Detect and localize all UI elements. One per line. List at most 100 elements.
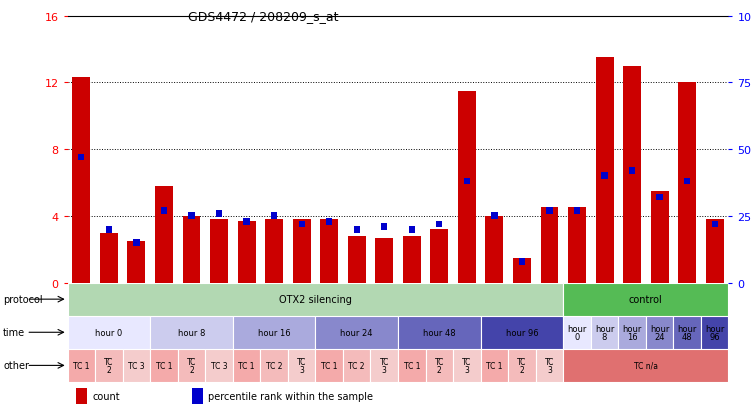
Bar bbox=[370, 349, 398, 382]
Bar bbox=[315, 349, 343, 382]
Bar bbox=[68, 349, 95, 382]
Bar bbox=[541, 208, 559, 283]
Bar bbox=[398, 349, 426, 382]
Bar bbox=[491, 213, 498, 220]
Bar bbox=[315, 316, 398, 349]
Bar bbox=[150, 316, 233, 349]
Bar bbox=[376, 238, 394, 283]
Bar bbox=[326, 218, 333, 225]
Text: hour
16: hour 16 bbox=[623, 324, 642, 341]
Text: protocol: protocol bbox=[3, 294, 43, 304]
Bar bbox=[596, 58, 614, 283]
Bar bbox=[436, 221, 442, 228]
Bar bbox=[618, 316, 646, 349]
Text: other: other bbox=[3, 361, 29, 370]
Text: TC 1: TC 1 bbox=[155, 361, 172, 370]
Bar bbox=[650, 191, 668, 283]
Text: TC n/a: TC n/a bbox=[634, 361, 658, 370]
Bar bbox=[288, 349, 315, 382]
Bar bbox=[629, 168, 635, 174]
Bar bbox=[623, 66, 641, 283]
Text: TC
2: TC 2 bbox=[435, 357, 444, 374]
Bar bbox=[100, 233, 118, 283]
Text: hour
0: hour 0 bbox=[567, 324, 587, 341]
Bar bbox=[481, 316, 563, 349]
Bar bbox=[348, 236, 366, 283]
Text: hour
8: hour 8 bbox=[595, 324, 614, 341]
Bar bbox=[189, 213, 195, 220]
Bar bbox=[72, 78, 90, 283]
Text: OTX2 silencing: OTX2 silencing bbox=[279, 294, 352, 304]
Text: TC
3: TC 3 bbox=[297, 357, 306, 374]
Bar bbox=[574, 208, 581, 214]
Text: TC
2: TC 2 bbox=[187, 357, 196, 374]
Text: TC 1: TC 1 bbox=[403, 361, 420, 370]
Bar bbox=[205, 349, 233, 382]
Bar bbox=[68, 316, 150, 349]
Bar bbox=[155, 186, 173, 283]
Text: hour 48: hour 48 bbox=[423, 328, 456, 337]
Bar bbox=[701, 316, 728, 349]
Bar bbox=[78, 154, 85, 161]
Bar bbox=[403, 236, 421, 283]
Bar bbox=[243, 218, 250, 225]
Text: TC
3: TC 3 bbox=[544, 357, 554, 374]
Bar bbox=[508, 349, 535, 382]
Text: hour 24: hour 24 bbox=[340, 328, 373, 337]
Bar bbox=[656, 195, 663, 201]
Text: hour 8: hour 8 bbox=[178, 328, 205, 337]
Bar bbox=[210, 220, 228, 283]
Bar bbox=[381, 223, 388, 230]
Text: hour
24: hour 24 bbox=[650, 324, 669, 341]
Bar bbox=[706, 220, 724, 283]
Bar bbox=[546, 208, 553, 214]
Bar bbox=[106, 226, 112, 233]
Bar bbox=[237, 221, 255, 283]
Bar bbox=[535, 349, 563, 382]
Text: TC 3: TC 3 bbox=[128, 361, 145, 370]
Bar bbox=[216, 210, 222, 217]
Bar bbox=[293, 220, 311, 283]
Bar bbox=[398, 316, 481, 349]
Bar bbox=[354, 226, 360, 233]
Text: control: control bbox=[629, 294, 662, 304]
Bar bbox=[95, 349, 122, 382]
Bar bbox=[298, 221, 305, 228]
Bar bbox=[182, 216, 201, 283]
Bar bbox=[563, 283, 728, 316]
Bar bbox=[265, 220, 283, 283]
Bar bbox=[261, 349, 288, 382]
Bar bbox=[233, 349, 261, 382]
Text: TC 2: TC 2 bbox=[348, 361, 365, 370]
Text: TC
2: TC 2 bbox=[517, 357, 526, 374]
Bar bbox=[485, 216, 503, 283]
Text: time: time bbox=[3, 328, 25, 337]
Text: TC
2: TC 2 bbox=[104, 357, 113, 374]
Text: count: count bbox=[92, 391, 120, 401]
Text: TC 1: TC 1 bbox=[73, 361, 89, 370]
Text: hour 0: hour 0 bbox=[95, 328, 122, 337]
Text: GDS4472 / 208209_s_at: GDS4472 / 208209_s_at bbox=[188, 10, 338, 23]
Bar bbox=[233, 316, 315, 349]
Bar bbox=[458, 91, 476, 283]
Bar bbox=[674, 316, 701, 349]
Bar bbox=[711, 221, 718, 228]
Bar bbox=[591, 316, 618, 349]
Bar bbox=[426, 349, 453, 382]
Bar bbox=[513, 258, 531, 283]
Text: TC 1: TC 1 bbox=[238, 361, 255, 370]
Bar bbox=[76, 388, 87, 404]
Bar bbox=[343, 349, 370, 382]
Bar bbox=[409, 226, 415, 233]
Text: TC 3: TC 3 bbox=[211, 361, 228, 370]
Bar bbox=[684, 178, 690, 185]
Text: TC
3: TC 3 bbox=[462, 357, 472, 374]
Bar bbox=[122, 349, 150, 382]
Bar bbox=[161, 208, 167, 214]
Text: hour
96: hour 96 bbox=[705, 324, 725, 341]
Text: hour
48: hour 48 bbox=[677, 324, 697, 341]
Bar bbox=[430, 230, 448, 283]
Text: TC 1: TC 1 bbox=[486, 361, 502, 370]
Bar bbox=[320, 220, 338, 283]
Bar bbox=[646, 316, 674, 349]
